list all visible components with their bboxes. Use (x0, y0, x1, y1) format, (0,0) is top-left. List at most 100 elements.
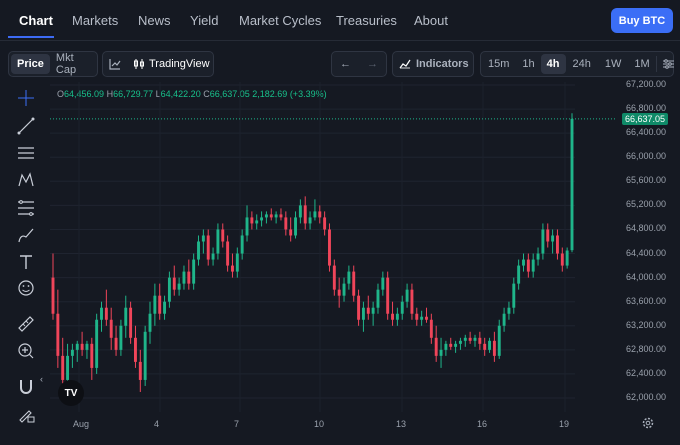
candle-body (517, 265, 521, 284)
candle-body (473, 337, 477, 341)
candle-body (318, 211, 322, 218)
candle-body (85, 343, 89, 350)
candle-body (439, 349, 443, 356)
candle-body (240, 235, 244, 254)
nav-market-cycles[interactable]: Market Cycles (239, 13, 322, 28)
pattern-icon[interactable] (16, 170, 36, 190)
price-axis-tick: 62,800.00 (626, 343, 667, 354)
chart-settings-gear-icon[interactable] (641, 416, 655, 430)
nav-markets[interactable]: Markets (72, 13, 119, 28)
price-axis-tick: 66,000.00 (626, 151, 667, 162)
candle-body (245, 217, 249, 236)
interval-4h[interactable]: 4h (540, 54, 566, 74)
candle-body (570, 118, 574, 251)
candle-body (182, 271, 186, 284)
interval-1h[interactable]: 1h (522, 58, 535, 70)
close-key: C (203, 89, 210, 99)
candle-body (51, 277, 55, 314)
candle-body (410, 289, 414, 314)
candle-body (332, 265, 336, 290)
nav-news[interactable]: News (138, 13, 171, 28)
candlestick-chart[interactable] (50, 82, 620, 412)
price-axis-tick: 63,600.00 (626, 295, 667, 306)
arrow-left-icon[interactable]: ← (340, 58, 351, 70)
price-axis-tick: 64,800.00 (626, 223, 667, 234)
tradingview-logo[interactable]: TV (58, 380, 84, 406)
fib-retracement-icon[interactable] (16, 198, 36, 218)
candle-body (274, 214, 278, 218)
candle-body (308, 217, 312, 224)
buy-btc-button[interactable]: Buy BTC (611, 8, 673, 33)
candle-body (357, 295, 361, 320)
candle-body (294, 217, 297, 236)
candle-body (303, 205, 307, 224)
price-axis-tick: 65,200.00 (626, 199, 667, 210)
horizontal-lines-icon[interactable] (16, 143, 36, 163)
nav-yield[interactable]: Yield (190, 13, 219, 28)
candle-body (400, 301, 404, 314)
candle-body (391, 313, 394, 320)
candle-body (114, 337, 118, 350)
lock-drawing-icon[interactable] (16, 404, 36, 424)
candle-body (522, 259, 525, 266)
candle-body (187, 271, 191, 284)
interval-15m[interactable]: 15m (488, 58, 510, 70)
tradingview-label: TradingView (149, 58, 210, 70)
interval-selector: 15m 1h 4h 24h 1W 1M (480, 51, 674, 77)
drawing-toolbar (0, 82, 50, 445)
candle-body (337, 289, 341, 296)
candle-body (371, 307, 375, 314)
interval-1w[interactable]: 1W (604, 58, 622, 70)
interval-24h[interactable]: 24h (572, 58, 591, 70)
candle-body (231, 265, 234, 272)
settings-sliders-icon[interactable] (655, 56, 680, 72)
candle-body (323, 217, 327, 230)
emoji-icon[interactable] (16, 278, 36, 298)
crosshair-icon[interactable] (16, 88, 36, 108)
time-axis-tick: 7 (234, 419, 240, 429)
price-mktcap-toggle: Price Mkt Cap (8, 51, 98, 77)
trendline-icon[interactable] (16, 116, 36, 136)
time-axis-tick: 10 (314, 419, 325, 429)
candle-body (167, 277, 171, 302)
candle-body (235, 253, 239, 272)
nav-treasuries[interactable]: Treasuries (336, 13, 397, 28)
line-chart-icon[interactable] (103, 58, 127, 70)
candle-body (289, 229, 293, 236)
magnet-icon[interactable] (16, 377, 36, 397)
nav-chart[interactable]: Chart (19, 13, 53, 28)
candle-body (478, 337, 482, 344)
candle-body (342, 283, 346, 296)
candle-body (284, 217, 288, 230)
candle-body (551, 235, 555, 242)
candle-body (386, 277, 390, 314)
price-axis-tick: 63,200.00 (626, 319, 667, 330)
mktcap-toggle[interactable]: Mkt Cap (55, 52, 77, 76)
time-axis-tick: 16 (477, 419, 488, 429)
zoom-in-icon[interactable] (16, 341, 36, 361)
ruler-icon[interactable] (16, 314, 36, 334)
candle-body (536, 253, 540, 260)
candle-body (415, 313, 419, 320)
interval-1m[interactable]: 1M (634, 58, 650, 70)
candle-body (197, 241, 200, 260)
text-tool-icon[interactable] (16, 252, 36, 272)
nav-about[interactable]: About (414, 13, 448, 28)
candle-body (109, 319, 113, 338)
candle-body (221, 229, 225, 242)
arrow-right-icon[interactable]: → (367, 58, 378, 70)
open-key: O (57, 89, 65, 99)
candle-body (405, 289, 409, 302)
candle-body (216, 229, 220, 254)
candle-body (192, 259, 196, 284)
price-toggle[interactable]: Price (11, 54, 50, 74)
collapse-toolbar-icon[interactable]: ‹ (40, 374, 43, 384)
top-nav: Chart Markets News Yield Market Cycles T… (0, 0, 680, 41)
indicators-button[interactable]: Indicators (392, 51, 474, 77)
tradingview-button[interactable]: TradingView (127, 58, 222, 70)
brush-icon[interactable] (16, 225, 36, 245)
candle-body (80, 343, 84, 350)
low-value: 64,422.20 (160, 89, 201, 99)
price-axis-tick: 66,400.00 (626, 127, 667, 138)
price-axis-tick: 67,200.00 (626, 79, 667, 89)
